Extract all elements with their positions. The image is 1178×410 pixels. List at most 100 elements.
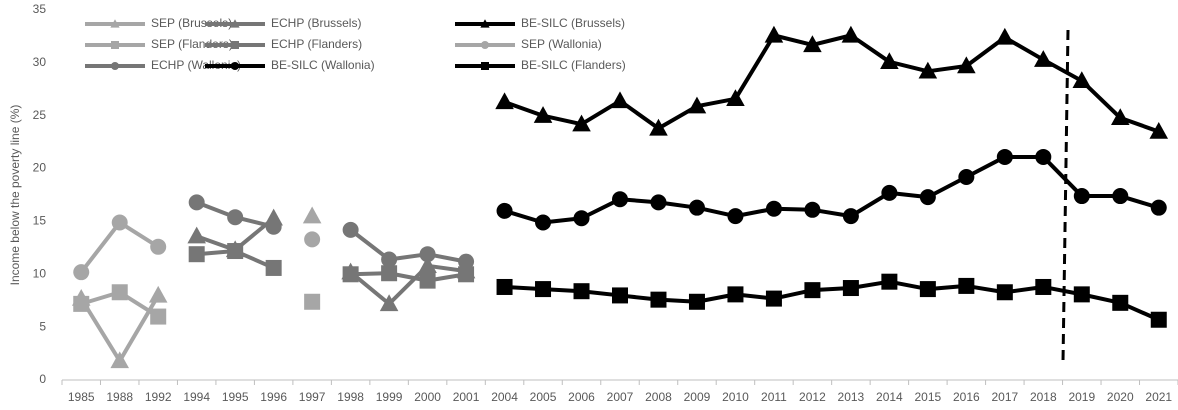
marker [110,351,130,369]
legend-label: ECHP (Wallonia) [151,58,241,72]
x-tick-label: 2015 [915,390,942,404]
marker [1072,71,1092,89]
marker [535,281,552,298]
marker [804,282,821,299]
x-tick-label: 2000 [414,390,441,404]
marker [765,200,782,217]
x-tick-label: 2019 [1068,390,1095,404]
marker [996,148,1013,165]
marker [342,266,359,283]
x-tick-label: 1992 [145,390,172,404]
marker [73,295,90,312]
x-tick-label: 2017 [991,390,1018,404]
marker [881,184,898,201]
marker [1035,278,1052,295]
x-tick-label: 2004 [491,390,518,404]
x-tick-label: 1998 [337,390,364,404]
x-tick-label: 1996 [260,390,287,404]
marker [1149,121,1169,139]
marker [804,201,821,218]
marker [687,96,707,114]
legend-label: SEP (Brussels) [151,16,232,30]
x-tick-label: 2001 [453,390,480,404]
marker [187,226,206,244]
marker [111,62,119,70]
marker [650,194,667,211]
legend-label: BE-SILC (Wallonia) [271,58,375,72]
y-tick-label: 35 [33,2,47,16]
marker [727,208,744,225]
marker [480,19,490,28]
x-tick-label: 1985 [68,390,95,404]
legend-label: SEP (Flanders) [151,37,233,51]
marker [535,214,552,231]
marker [111,41,119,49]
marker [919,281,936,298]
y-axis-label: Income below the poverty line (%) [8,105,22,286]
y-tick-label: 0 [39,372,46,386]
marker [957,56,976,74]
marker [481,41,489,49]
marker [110,19,120,28]
marker [919,189,936,206]
x-tick-label: 2009 [684,390,711,404]
reference-line [1061,29,1070,363]
marker [958,277,975,294]
marker [458,266,475,283]
marker [265,218,282,235]
x-tick-label: 1995 [222,390,249,404]
marker [381,251,398,268]
marker [230,19,240,28]
marker [458,253,475,270]
marker [803,35,822,53]
x-tick-label: 2005 [530,390,557,404]
y-tick-label: 15 [33,214,47,228]
marker [418,256,437,274]
y-tick-label: 20 [33,161,47,175]
marker [1112,188,1129,205]
marker [649,118,668,136]
legend-label: ECHP (Flanders) [271,37,362,51]
marker [996,284,1013,301]
marker [227,209,244,226]
marker [342,221,359,238]
marker [495,92,514,110]
marker [688,293,705,310]
series-line [504,279,1160,322]
marker [1035,148,1052,165]
marker [265,259,282,276]
marker [1073,286,1090,303]
y-tick-label: 30 [33,55,47,69]
series-line [503,154,1160,225]
x-tick-label: 2012 [799,390,826,404]
marker [573,283,590,300]
marker [881,273,898,290]
y-tick-label: 5 [39,319,46,333]
series-line [503,33,1160,134]
marker [302,206,322,224]
marker [1150,311,1167,328]
marker [765,290,782,307]
marker [1073,188,1090,205]
marker [841,25,861,43]
marker [572,114,591,132]
x-tick-label: 1997 [299,390,326,404]
y-tick-label: 25 [33,108,47,122]
marker [842,280,859,297]
marker [381,265,398,282]
marker [842,208,859,225]
marker [231,62,239,70]
marker [419,272,436,289]
marker [612,287,628,304]
x-tick-label: 2014 [876,390,903,404]
marker [1112,294,1129,311]
x-tick-label: 2020 [1107,390,1134,404]
marker [496,278,513,295]
x-tick-label: 2018 [1030,390,1057,404]
marker [1110,108,1130,126]
x-tick-label: 2007 [607,390,634,404]
marker [1150,199,1167,216]
x-tick-label: 2016 [953,390,980,404]
marker [419,246,436,263]
